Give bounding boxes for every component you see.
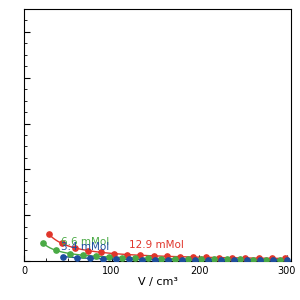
Text: 3.4 mMol: 3.4 mMol: [61, 242, 109, 252]
X-axis label: V / cm³: V / cm³: [137, 277, 178, 287]
Text: 12.9 mMol: 12.9 mMol: [129, 240, 184, 250]
Text: 6.6 mMol: 6.6 mMol: [61, 237, 109, 247]
